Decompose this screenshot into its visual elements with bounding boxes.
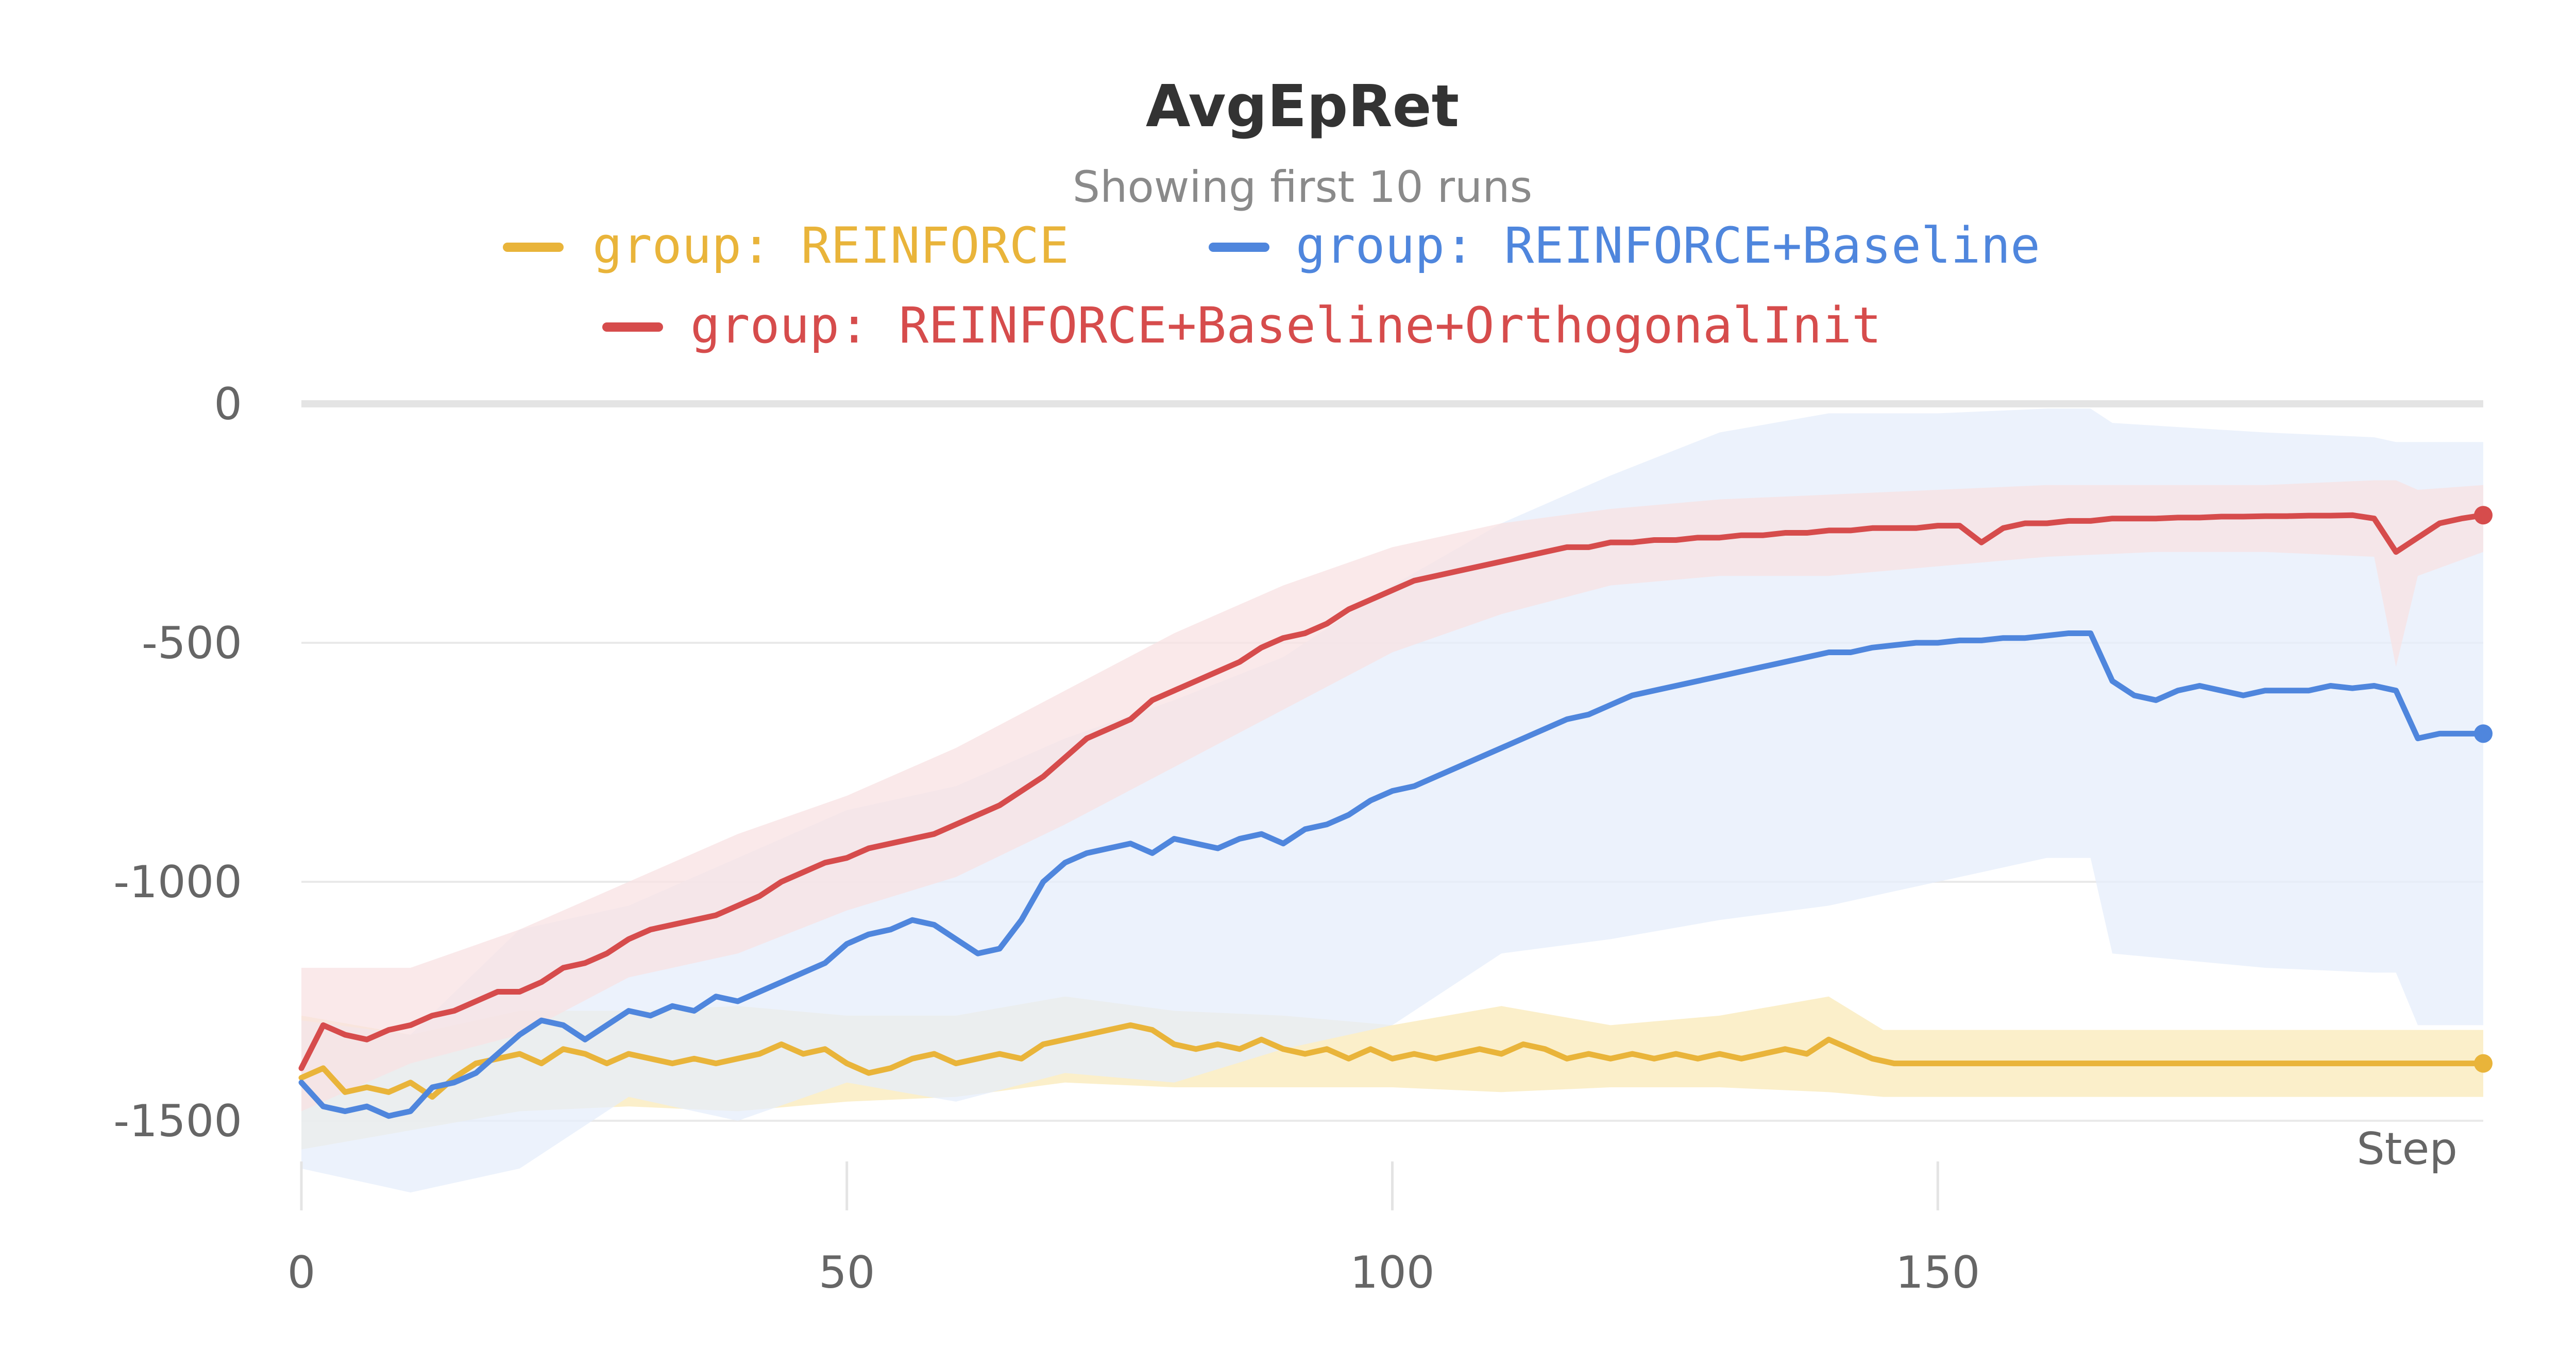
- confidence-bands: [301, 408, 2483, 1193]
- legend-label-group-reinforce-baseline: group: REINFORCE+Baseline: [1296, 217, 2040, 275]
- endpoint-group-reinforce: [2474, 1054, 2493, 1073]
- x-tick-label: 100: [1350, 1247, 1434, 1298]
- chart-title: AvgEpRet: [1146, 73, 1459, 140]
- x-axis-ticks: 0 50 100 150: [287, 1161, 1980, 1298]
- y-tick-label: -1500: [113, 1096, 242, 1147]
- chart-subtitle: Showing first 10 runs: [1073, 162, 1532, 212]
- line-group-reinforce-baseline: [298, 630, 2486, 1119]
- endpoint-group-reinforce-baseline-orthogonalinit: [2474, 506, 2493, 525]
- x-axis-label: Step: [2357, 1123, 2458, 1175]
- x-tick-label: 0: [287, 1247, 316, 1298]
- band-group-reinforce-baseline: [301, 408, 2483, 1193]
- line-group-reinforce: [298, 1022, 2486, 1100]
- series-lines: [298, 512, 2486, 1119]
- band-group-reinforce-baseline-orthogonalinit: [301, 480, 2483, 1112]
- x-tick-label: 150: [1895, 1247, 1980, 1298]
- y-tick-label: -1000: [113, 857, 242, 908]
- y-axis-ticks: 0 -500 -1000 -1500: [113, 379, 242, 1147]
- y-tick-label: -500: [142, 618, 242, 669]
- endpoint-group-reinforce-baseline: [2474, 724, 2493, 743]
- y-tick-label: 0: [214, 379, 242, 430]
- legend: group: REINFORCE group: REINFORCE+Baselin…: [503, 217, 2040, 354]
- x-tick-label: 50: [819, 1247, 875, 1298]
- line-group-reinforce-baseline-orthogonalinit: [298, 512, 2486, 1071]
- series-endpoints: [2474, 506, 2493, 1073]
- legend-label-group-reinforce-baseline-orthogonalinit: group: REINFORCE+Baseline+OrthogonalInit: [690, 297, 1882, 354]
- legend-label-group-reinforce: group: REINFORCE: [592, 217, 1069, 275]
